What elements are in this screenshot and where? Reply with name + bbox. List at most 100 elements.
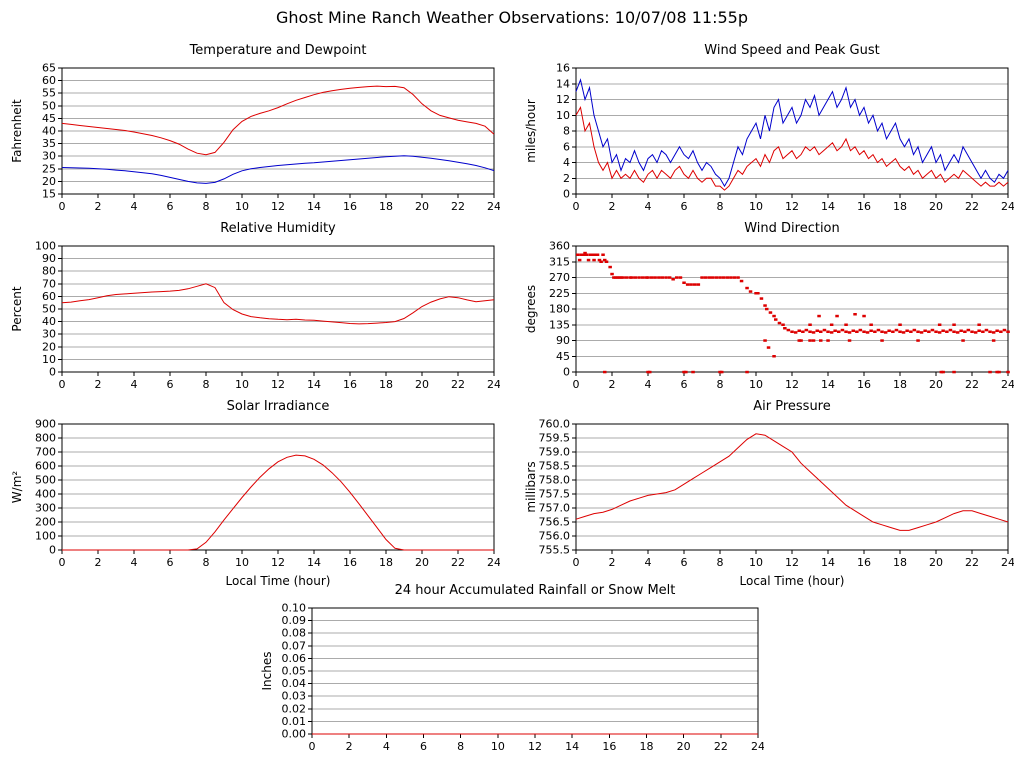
svg-text:900: 900 (35, 418, 56, 431)
chart-temperature-dewpoint: Temperature and Dewpoint Fahrenheit 15 20 25… (8, 38, 501, 220)
svg-text:12: 12 (785, 556, 799, 569)
svg-text:0.00: 0.00 (282, 728, 307, 741)
svg-text:8: 8 (457, 740, 464, 753)
svg-text:2: 2 (95, 378, 102, 391)
page-title: Ghost Mine Ranch Weather Observations: 1… (276, 8, 748, 27)
svg-text:0: 0 (59, 556, 66, 569)
chart-wind-speed-gust: Wind Speed and Peak Gust miles/hour 0 2 4 6 8 1… (522, 38, 1015, 220)
svg-text:757.0: 757.0 (539, 502, 571, 515)
svg-text:315: 315 (549, 255, 570, 268)
svg-text:180: 180 (549, 303, 570, 316)
svg-text:755.5: 755.5 (539, 544, 571, 557)
svg-text:14: 14 (821, 200, 835, 213)
svg-text:30: 30 (42, 150, 56, 163)
svg-text:14: 14 (556, 77, 570, 90)
svg-text:2: 2 (609, 556, 616, 569)
svg-text:24: 24 (1001, 556, 1014, 569)
svg-text:22: 22 (451, 378, 465, 391)
svg-text:0.02: 0.02 (282, 702, 307, 715)
svg-text:24 hour Accumulated Rainfall o: 24 hour Accumulated Rainfall or Snow Mel… (395, 583, 676, 598)
svg-text:20: 20 (929, 378, 943, 391)
svg-text:18: 18 (379, 378, 393, 391)
svg-text:22: 22 (965, 200, 979, 213)
svg-text:25: 25 (42, 162, 56, 175)
svg-text:100: 100 (35, 240, 56, 253)
svg-text:500: 500 (35, 474, 56, 487)
svg-text:Local Time (hour): Local Time (hour) (226, 574, 331, 588)
svg-text:4: 4 (645, 556, 652, 569)
svg-text:10: 10 (235, 378, 249, 391)
svg-text:225: 225 (549, 287, 570, 300)
svg-text:10: 10 (556, 109, 570, 122)
svg-text:300: 300 (35, 502, 56, 515)
svg-text:2: 2 (95, 200, 102, 213)
svg-text:6: 6 (167, 378, 174, 391)
svg-text:15: 15 (42, 188, 56, 201)
svg-text:Inches: Inches (260, 652, 274, 691)
svg-text:200: 200 (35, 516, 56, 529)
svg-text:24: 24 (751, 740, 764, 753)
svg-text:6: 6 (563, 140, 570, 153)
svg-text:45: 45 (42, 112, 56, 125)
svg-text:40: 40 (42, 125, 56, 138)
svg-text:24: 24 (487, 556, 500, 569)
svg-text:14: 14 (307, 556, 321, 569)
svg-text:35: 35 (42, 137, 56, 150)
svg-text:0: 0 (49, 544, 56, 557)
svg-text:50: 50 (42, 99, 56, 112)
svg-text:10: 10 (749, 378, 763, 391)
svg-text:0.03: 0.03 (282, 690, 307, 703)
svg-text:12: 12 (556, 93, 570, 106)
svg-text:756.0: 756.0 (539, 530, 571, 543)
svg-text:16: 16 (857, 556, 871, 569)
svg-text:12: 12 (528, 740, 542, 753)
svg-text:6: 6 (681, 556, 688, 569)
chart-wind-direction: Wind Direction degrees 0 45 90 135 180 225 270 31… (522, 216, 1015, 398)
svg-text:14: 14 (821, 378, 835, 391)
svg-text:14: 14 (307, 200, 321, 213)
svg-text:4: 4 (131, 378, 138, 391)
svg-text:20: 20 (677, 740, 691, 753)
svg-text:8: 8 (717, 556, 724, 569)
svg-text:16: 16 (343, 378, 357, 391)
svg-text:10: 10 (42, 353, 56, 366)
svg-text:400: 400 (35, 488, 56, 501)
svg-text:20: 20 (929, 200, 943, 213)
svg-text:4: 4 (383, 740, 390, 753)
chart-rainfall: 24 hour Accumulated Rainfall or Snow Mel… (258, 578, 765, 760)
svg-text:100: 100 (35, 530, 56, 543)
svg-text:24: 24 (487, 200, 500, 213)
svg-text:Wind Direction: Wind Direction (744, 221, 840, 236)
svg-text:6: 6 (420, 740, 427, 753)
svg-text:0: 0 (563, 366, 570, 379)
svg-text:16: 16 (857, 378, 871, 391)
svg-text:0: 0 (49, 366, 56, 379)
svg-text:16: 16 (857, 200, 871, 213)
chart-solar-irradiance: Solar Irradiance W/m² Local Time (hour) 0 10… (8, 394, 501, 590)
svg-text:Air Pressure: Air Pressure (753, 399, 831, 414)
svg-text:90: 90 (42, 252, 56, 265)
svg-text:760.0: 760.0 (539, 418, 571, 431)
chart-air-pressure: Air Pressure millibars Local Time (hour) 75… (522, 394, 1015, 590)
svg-text:24: 24 (487, 378, 500, 391)
svg-text:45: 45 (556, 350, 570, 363)
svg-text:20: 20 (929, 556, 943, 569)
svg-text:20: 20 (415, 556, 429, 569)
svg-text:12: 12 (785, 378, 799, 391)
svg-text:12: 12 (271, 200, 285, 213)
svg-text:759.0: 759.0 (539, 446, 571, 459)
chart-relative-humidity: Relative Humidity Percent 0 10 20 30 40 50 60 70 8… (8, 216, 501, 398)
svg-text:65: 65 (42, 62, 56, 75)
svg-text:22: 22 (451, 556, 465, 569)
svg-text:W/m²: W/m² (10, 471, 24, 504)
svg-text:60: 60 (42, 290, 56, 303)
svg-text:16: 16 (343, 200, 357, 213)
svg-text:80: 80 (42, 265, 56, 278)
svg-text:16: 16 (343, 556, 357, 569)
svg-text:12: 12 (271, 378, 285, 391)
svg-text:0.05: 0.05 (282, 665, 307, 678)
svg-text:600: 600 (35, 460, 56, 473)
svg-text:Temperature and Dewpoint: Temperature and Dewpoint (189, 43, 367, 58)
svg-text:60: 60 (42, 74, 56, 87)
svg-text:4: 4 (645, 378, 652, 391)
